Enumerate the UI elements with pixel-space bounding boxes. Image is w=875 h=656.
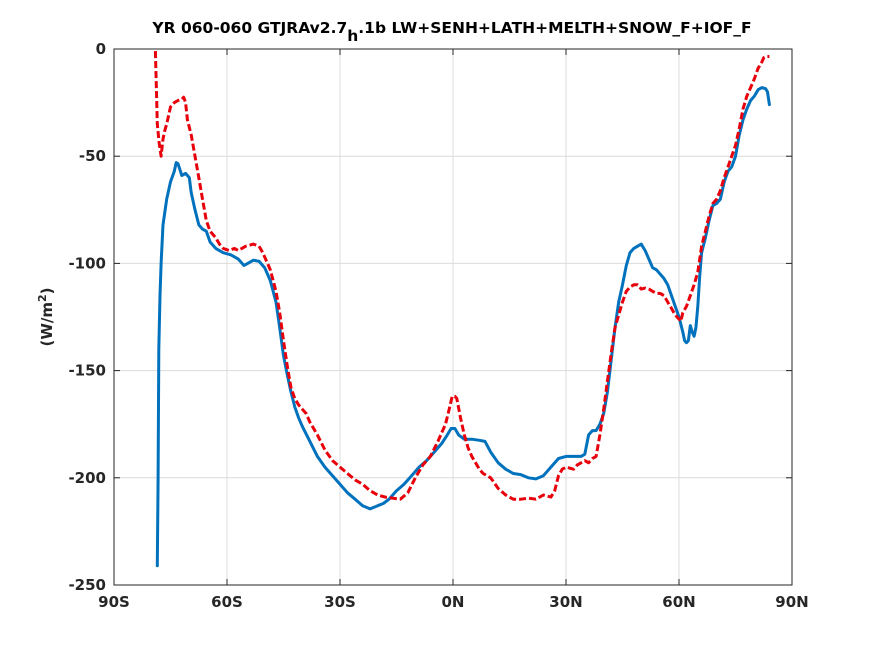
x-tick-label: 60N xyxy=(662,593,695,611)
y-axis-label-main: (W/m xyxy=(38,302,56,347)
y-axis-label-close: ) xyxy=(38,287,56,294)
y-tick-label: 0 xyxy=(96,40,106,58)
y-tick-label: -250 xyxy=(68,576,106,594)
y-axis-label-superscript: 2 xyxy=(36,294,49,302)
chart-title-rest: .1b LW+SENH+LATH+MELTH+SNOW_F+IOF_F xyxy=(358,19,751,37)
x-tick-label: 0N xyxy=(442,593,465,611)
y-tick-label: -50 xyxy=(79,147,106,165)
tick-marks xyxy=(113,48,793,586)
x-tick-label: 60S xyxy=(211,593,243,611)
series-line-1 xyxy=(155,86,771,568)
y-axis-label: (W/m2) xyxy=(36,287,56,346)
x-tick-label: 30S xyxy=(324,593,356,611)
y-tick-labels: -250 -200 -150 -100 -50 0 xyxy=(68,40,106,594)
chart-title: YR 060-060 GTJRAv2.7h.1b LW+SENH+LATH+ME… xyxy=(151,19,751,45)
x-tick-label: 90N xyxy=(775,593,808,611)
series-line-2 xyxy=(153,51,770,501)
series-group xyxy=(153,51,771,568)
y-tick-label: -150 xyxy=(68,362,106,380)
x-tick-label: 90S xyxy=(98,593,130,611)
chart-title-subscript: h xyxy=(347,27,358,45)
x-tick-label: 30N xyxy=(549,593,582,611)
y-tick-label: -200 xyxy=(68,469,106,487)
y-tick-label: -100 xyxy=(68,254,106,272)
chart-title-main: YR 060-060 GTJRAv2.7 xyxy=(151,19,347,37)
x-tick-labels: 90S 60S 30S 0N 30N 60N 90N xyxy=(98,593,809,611)
